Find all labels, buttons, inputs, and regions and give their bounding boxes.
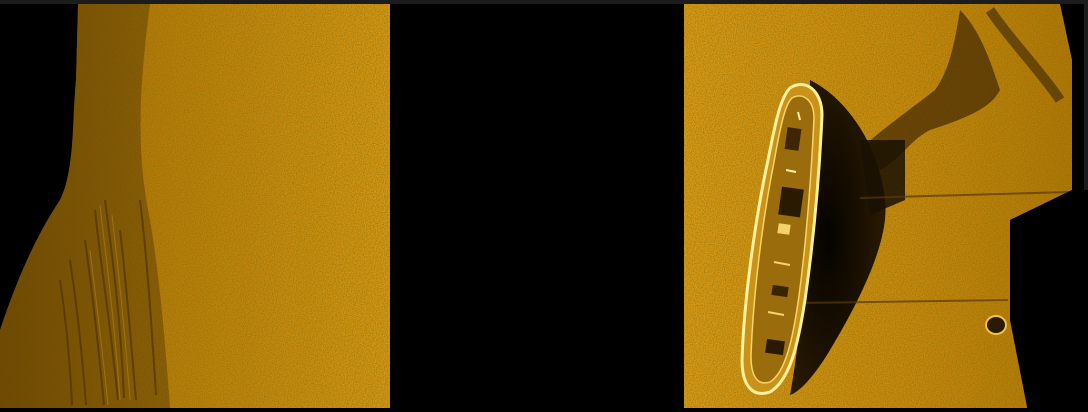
deck-structure-4 bbox=[771, 284, 789, 298]
deck-bright-1 bbox=[797, 111, 801, 121]
shipwreck bbox=[740, 82, 824, 395]
deck-bright-2 bbox=[785, 169, 797, 173]
left-ridges-light bbox=[89, 204, 131, 406]
deck-structure-5 bbox=[765, 338, 785, 356]
left-ridges bbox=[59, 199, 157, 406]
right-edge-dark bbox=[1010, 190, 1088, 412]
left-panel bbox=[0, 4, 390, 408]
seam-line-lower bbox=[799, 299, 1009, 304]
left-seafloor-grain bbox=[0, 4, 390, 408]
seam-line-upper bbox=[859, 191, 1071, 199]
deck-structure-1 bbox=[784, 127, 802, 151]
deck-bright-4 bbox=[767, 311, 785, 316]
debris-object bbox=[985, 315, 1007, 335]
right-panel bbox=[684, 4, 1088, 412]
top-border bbox=[0, 0, 1088, 4]
hull-inner-rim bbox=[750, 95, 815, 384]
right-scour bbox=[860, 10, 1000, 170]
left-dark-zone bbox=[0, 4, 170, 408]
deck-bright-3 bbox=[773, 261, 791, 266]
right-scour-edge bbox=[985, 7, 1065, 103]
deck-structure-2 bbox=[778, 186, 804, 218]
deck-structure-3 bbox=[777, 223, 791, 235]
